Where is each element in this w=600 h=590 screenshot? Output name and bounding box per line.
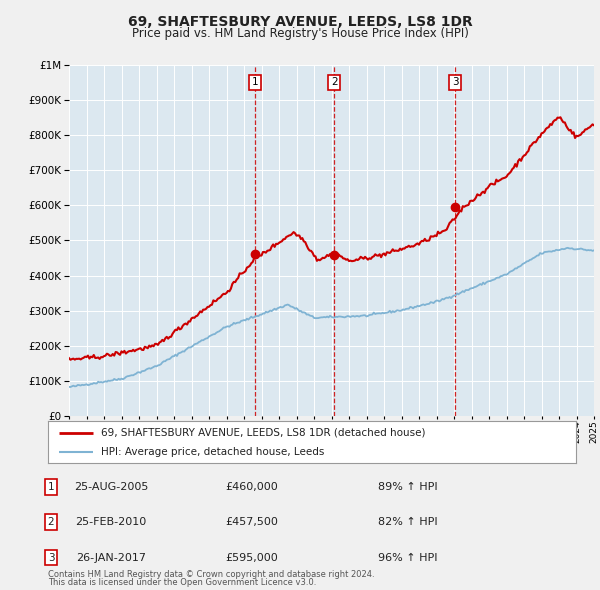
Text: 25-AUG-2005: 25-AUG-2005 (74, 482, 148, 491)
Text: £595,000: £595,000 (226, 553, 278, 562)
Text: 25-FEB-2010: 25-FEB-2010 (76, 517, 146, 527)
Text: 82% ↑ HPI: 82% ↑ HPI (378, 517, 438, 527)
Text: £457,500: £457,500 (226, 517, 278, 527)
Text: Contains HM Land Registry data © Crown copyright and database right 2024.: Contains HM Land Registry data © Crown c… (48, 571, 374, 579)
Text: £460,000: £460,000 (226, 482, 278, 491)
Text: 1: 1 (47, 482, 55, 491)
Text: 2: 2 (331, 77, 337, 87)
Text: 3: 3 (47, 553, 55, 562)
Text: 69, SHAFTESBURY AVENUE, LEEDS, LS8 1DR: 69, SHAFTESBURY AVENUE, LEEDS, LS8 1DR (128, 15, 472, 29)
Text: Price paid vs. HM Land Registry's House Price Index (HPI): Price paid vs. HM Land Registry's House … (131, 27, 469, 40)
Text: 89% ↑ HPI: 89% ↑ HPI (378, 482, 438, 491)
Text: 26-JAN-2017: 26-JAN-2017 (76, 553, 146, 562)
Text: HPI: Average price, detached house, Leeds: HPI: Average price, detached house, Leed… (101, 447, 324, 457)
Text: 3: 3 (452, 77, 458, 87)
Text: 1: 1 (252, 77, 259, 87)
Text: 2: 2 (47, 517, 55, 527)
Text: This data is licensed under the Open Government Licence v3.0.: This data is licensed under the Open Gov… (48, 578, 316, 587)
Text: 69, SHAFTESBURY AVENUE, LEEDS, LS8 1DR (detached house): 69, SHAFTESBURY AVENUE, LEEDS, LS8 1DR (… (101, 428, 425, 438)
Text: 96% ↑ HPI: 96% ↑ HPI (378, 553, 438, 562)
